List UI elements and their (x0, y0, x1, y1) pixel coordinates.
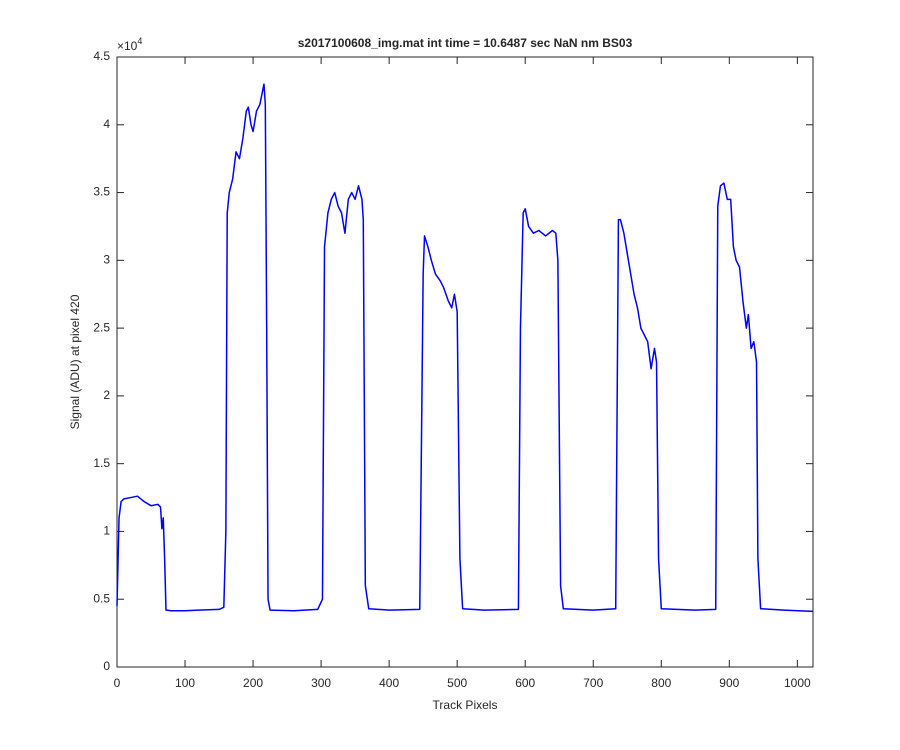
x-axis-label: Track Pixels (433, 698, 498, 712)
y-tick-label: 3.5 (93, 185, 110, 199)
x-tick-label: 1000 (784, 676, 811, 690)
data-line (116, 83, 814, 613)
multiplier-exponent: 4 (137, 36, 142, 46)
y-multiplier: ×104 (117, 36, 142, 53)
plot-box (116, 56, 814, 668)
x-tick-label: 500 (447, 676, 467, 690)
y-tick-label: 0.5 (93, 591, 110, 605)
x-tick-label: 700 (583, 676, 603, 690)
x-tick-label: 600 (515, 676, 535, 690)
y-axis-label: Signal (ADU) at pixel 420 (68, 294, 82, 429)
x-tick-label: 400 (379, 676, 399, 690)
x-tick-label: 300 (311, 676, 331, 690)
x-tick-label: 200 (243, 676, 263, 690)
chart-title: s2017100608_img.mat int time = 10.6487 s… (298, 36, 633, 50)
y-tick-label: 4 (103, 117, 110, 131)
y-tick-label: 1.5 (93, 456, 110, 470)
multiplier-base: ×10 (117, 39, 138, 53)
x-tick-label: 800 (651, 676, 671, 690)
y-tick-label: 3 (103, 253, 110, 267)
x-tick-label: 900 (719, 676, 739, 690)
y-tick-label: 1 (103, 524, 110, 538)
y-tick-label: 4.5 (93, 49, 110, 63)
y-tick-label: 2 (103, 388, 110, 402)
x-tick-label: 100 (175, 676, 195, 690)
y-tick-label: 0 (103, 659, 110, 673)
y-tick-label: 2.5 (93, 320, 110, 334)
x-tick-label: 0 (114, 676, 121, 690)
